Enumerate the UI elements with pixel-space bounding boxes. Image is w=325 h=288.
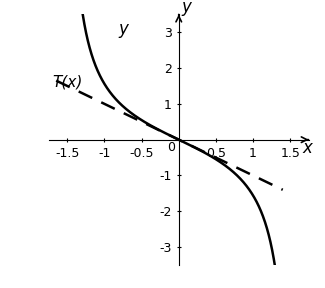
Text: y: y bbox=[181, 0, 191, 16]
Text: T(x): T(x) bbox=[52, 75, 83, 90]
Text: y: y bbox=[118, 20, 128, 38]
Text: 0: 0 bbox=[167, 141, 175, 154]
Text: x: x bbox=[302, 139, 312, 157]
